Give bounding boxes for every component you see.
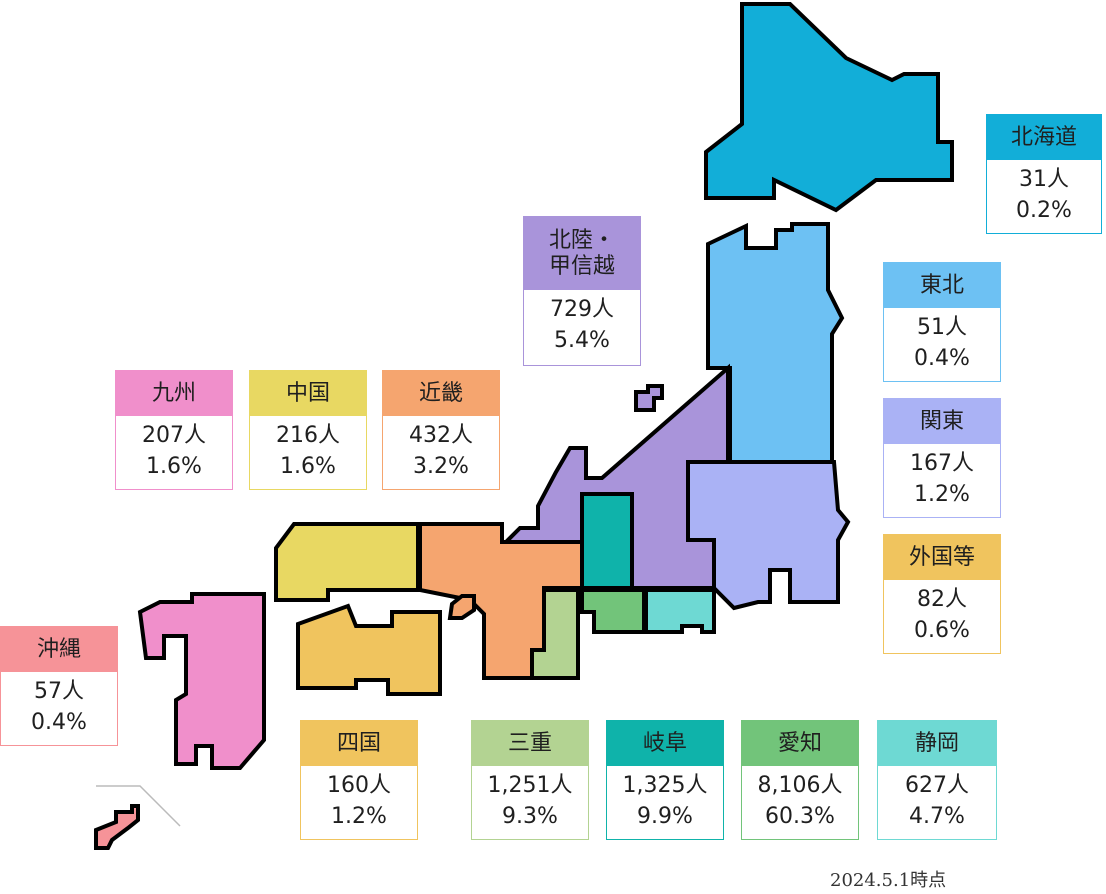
region-values: 207人 1.6%	[116, 416, 232, 482]
region-name: 静岡	[878, 721, 996, 766]
region-percent: 0.6%	[914, 618, 970, 644]
region-values: 31人 0.2%	[987, 160, 1101, 226]
date-footnote: 2024.5.1時点	[830, 870, 947, 891]
region-card-mie: 三重 1,251人 9.3%	[471, 720, 589, 840]
region-percent: 9.9%	[637, 804, 693, 830]
region-percent: 5.4%	[554, 328, 610, 354]
region-values: 216人 1.6%	[250, 416, 366, 482]
region-count: 216人	[276, 423, 340, 448]
region-percent: 1.6%	[146, 454, 202, 480]
region-count: 1,325人	[622, 773, 708, 798]
mie-prefecture	[530, 588, 580, 680]
region-percent: 9.3%	[502, 804, 558, 830]
region-percent: 0.2%	[1016, 198, 1072, 224]
region-name-line2: 甲信越	[548, 253, 615, 279]
region-card-shikoku: 四国 160人 1.2%	[300, 720, 418, 840]
region-name: 関東	[884, 399, 1000, 444]
region-card-gifu: 岐阜 1,325人 9.9%	[606, 720, 724, 840]
gifu-prefecture	[580, 492, 634, 590]
region-percent: 4.7%	[909, 804, 965, 830]
awaji-island	[447, 594, 476, 620]
hokuriku-koshinetsu-region	[501, 363, 730, 590]
region-percent: 0.4%	[914, 346, 970, 372]
region-card-chugoku: 中国 216人 1.6%	[249, 370, 367, 490]
region-name: 九州	[116, 371, 232, 416]
okinawa-region	[94, 804, 140, 850]
region-card-foreign: 外国等 82人 0.6%	[883, 534, 1001, 654]
region-percent: 1.6%	[280, 454, 336, 480]
region-count: 729人	[550, 297, 614, 322]
shikoku-region	[296, 603, 442, 696]
region-name: 中国	[250, 371, 366, 416]
region-card-hokkaido: 北海道 31人 0.2%	[986, 114, 1102, 234]
sado-island	[634, 384, 664, 412]
region-card-aichi: 愛知 8,106人 60.3%	[741, 720, 859, 840]
region-card-kyushu: 九州 207人 1.6%	[115, 370, 233, 490]
region-values: 167人 1.2%	[884, 444, 1000, 510]
chugoku-region	[274, 522, 420, 602]
region-name: 岐阜	[607, 721, 723, 766]
region-count: 432人	[409, 423, 473, 448]
region-percent: 60.3%	[765, 804, 835, 830]
region-percent: 3.2%	[413, 454, 469, 480]
region-name: 三重	[472, 721, 588, 766]
shizuoka-prefecture	[644, 588, 716, 634]
okinawa-inset-divider	[96, 785, 181, 827]
region-values: 82人 0.6%	[884, 580, 1000, 646]
region-count: 167人	[910, 451, 974, 476]
region-name: 東北	[884, 263, 1000, 308]
region-count: 160人	[327, 773, 391, 798]
region-percent: 1.2%	[331, 804, 387, 830]
region-percent: 1.2%	[914, 482, 970, 508]
region-card-okinawa: 沖縄 57人 0.4%	[0, 626, 118, 746]
region-card-hokuriku-koshinetsu: 北陸・ 甲信越 729人 5.4%	[523, 216, 641, 366]
region-count: 627人	[905, 773, 969, 798]
region-count: 1,251人	[487, 773, 573, 798]
region-count: 57人	[34, 679, 84, 704]
region-name-line1: 北陸・	[548, 228, 615, 254]
region-values: 432人 3.2%	[383, 416, 499, 482]
region-percent: 0.4%	[31, 710, 87, 736]
region-name: 四国	[301, 721, 417, 766]
region-card-kinki: 近畿 432人 3.2%	[382, 370, 500, 490]
kyushu-region	[137, 592, 266, 770]
hokkaido-region	[704, 2, 954, 213]
region-values: 1,325人 9.9%	[607, 766, 723, 832]
region-count: 82人	[917, 587, 967, 612]
region-name: 北海道	[987, 115, 1101, 160]
region-name: 近畿	[383, 371, 499, 416]
region-name: 北陸・ 甲信越	[524, 217, 640, 290]
region-count: 8,106人	[757, 773, 843, 798]
region-card-kanto: 関東 167人 1.2%	[883, 398, 1001, 518]
region-name: 外国等	[884, 535, 1000, 580]
aichi-prefecture	[580, 588, 646, 634]
region-values: 627人 4.7%	[878, 766, 996, 832]
region-values: 57人 0.4%	[1, 672, 117, 738]
region-card-shizuoka: 静岡 627人 4.7%	[877, 720, 997, 840]
region-values: 729人 5.4%	[524, 290, 640, 356]
region-name: 愛知	[742, 721, 858, 766]
region-values: 1,251人 9.3%	[472, 766, 588, 832]
region-values: 51人 0.4%	[884, 308, 1000, 374]
region-name: 沖縄	[1, 627, 117, 672]
region-card-tohoku: 東北 51人 0.4%	[883, 262, 1001, 382]
region-count: 31人	[1019, 167, 1069, 192]
region-count: 207人	[142, 423, 206, 448]
region-count: 51人	[917, 315, 967, 340]
region-values: 8,106人 60.3%	[742, 766, 858, 832]
region-values: 160人 1.2%	[301, 766, 417, 832]
